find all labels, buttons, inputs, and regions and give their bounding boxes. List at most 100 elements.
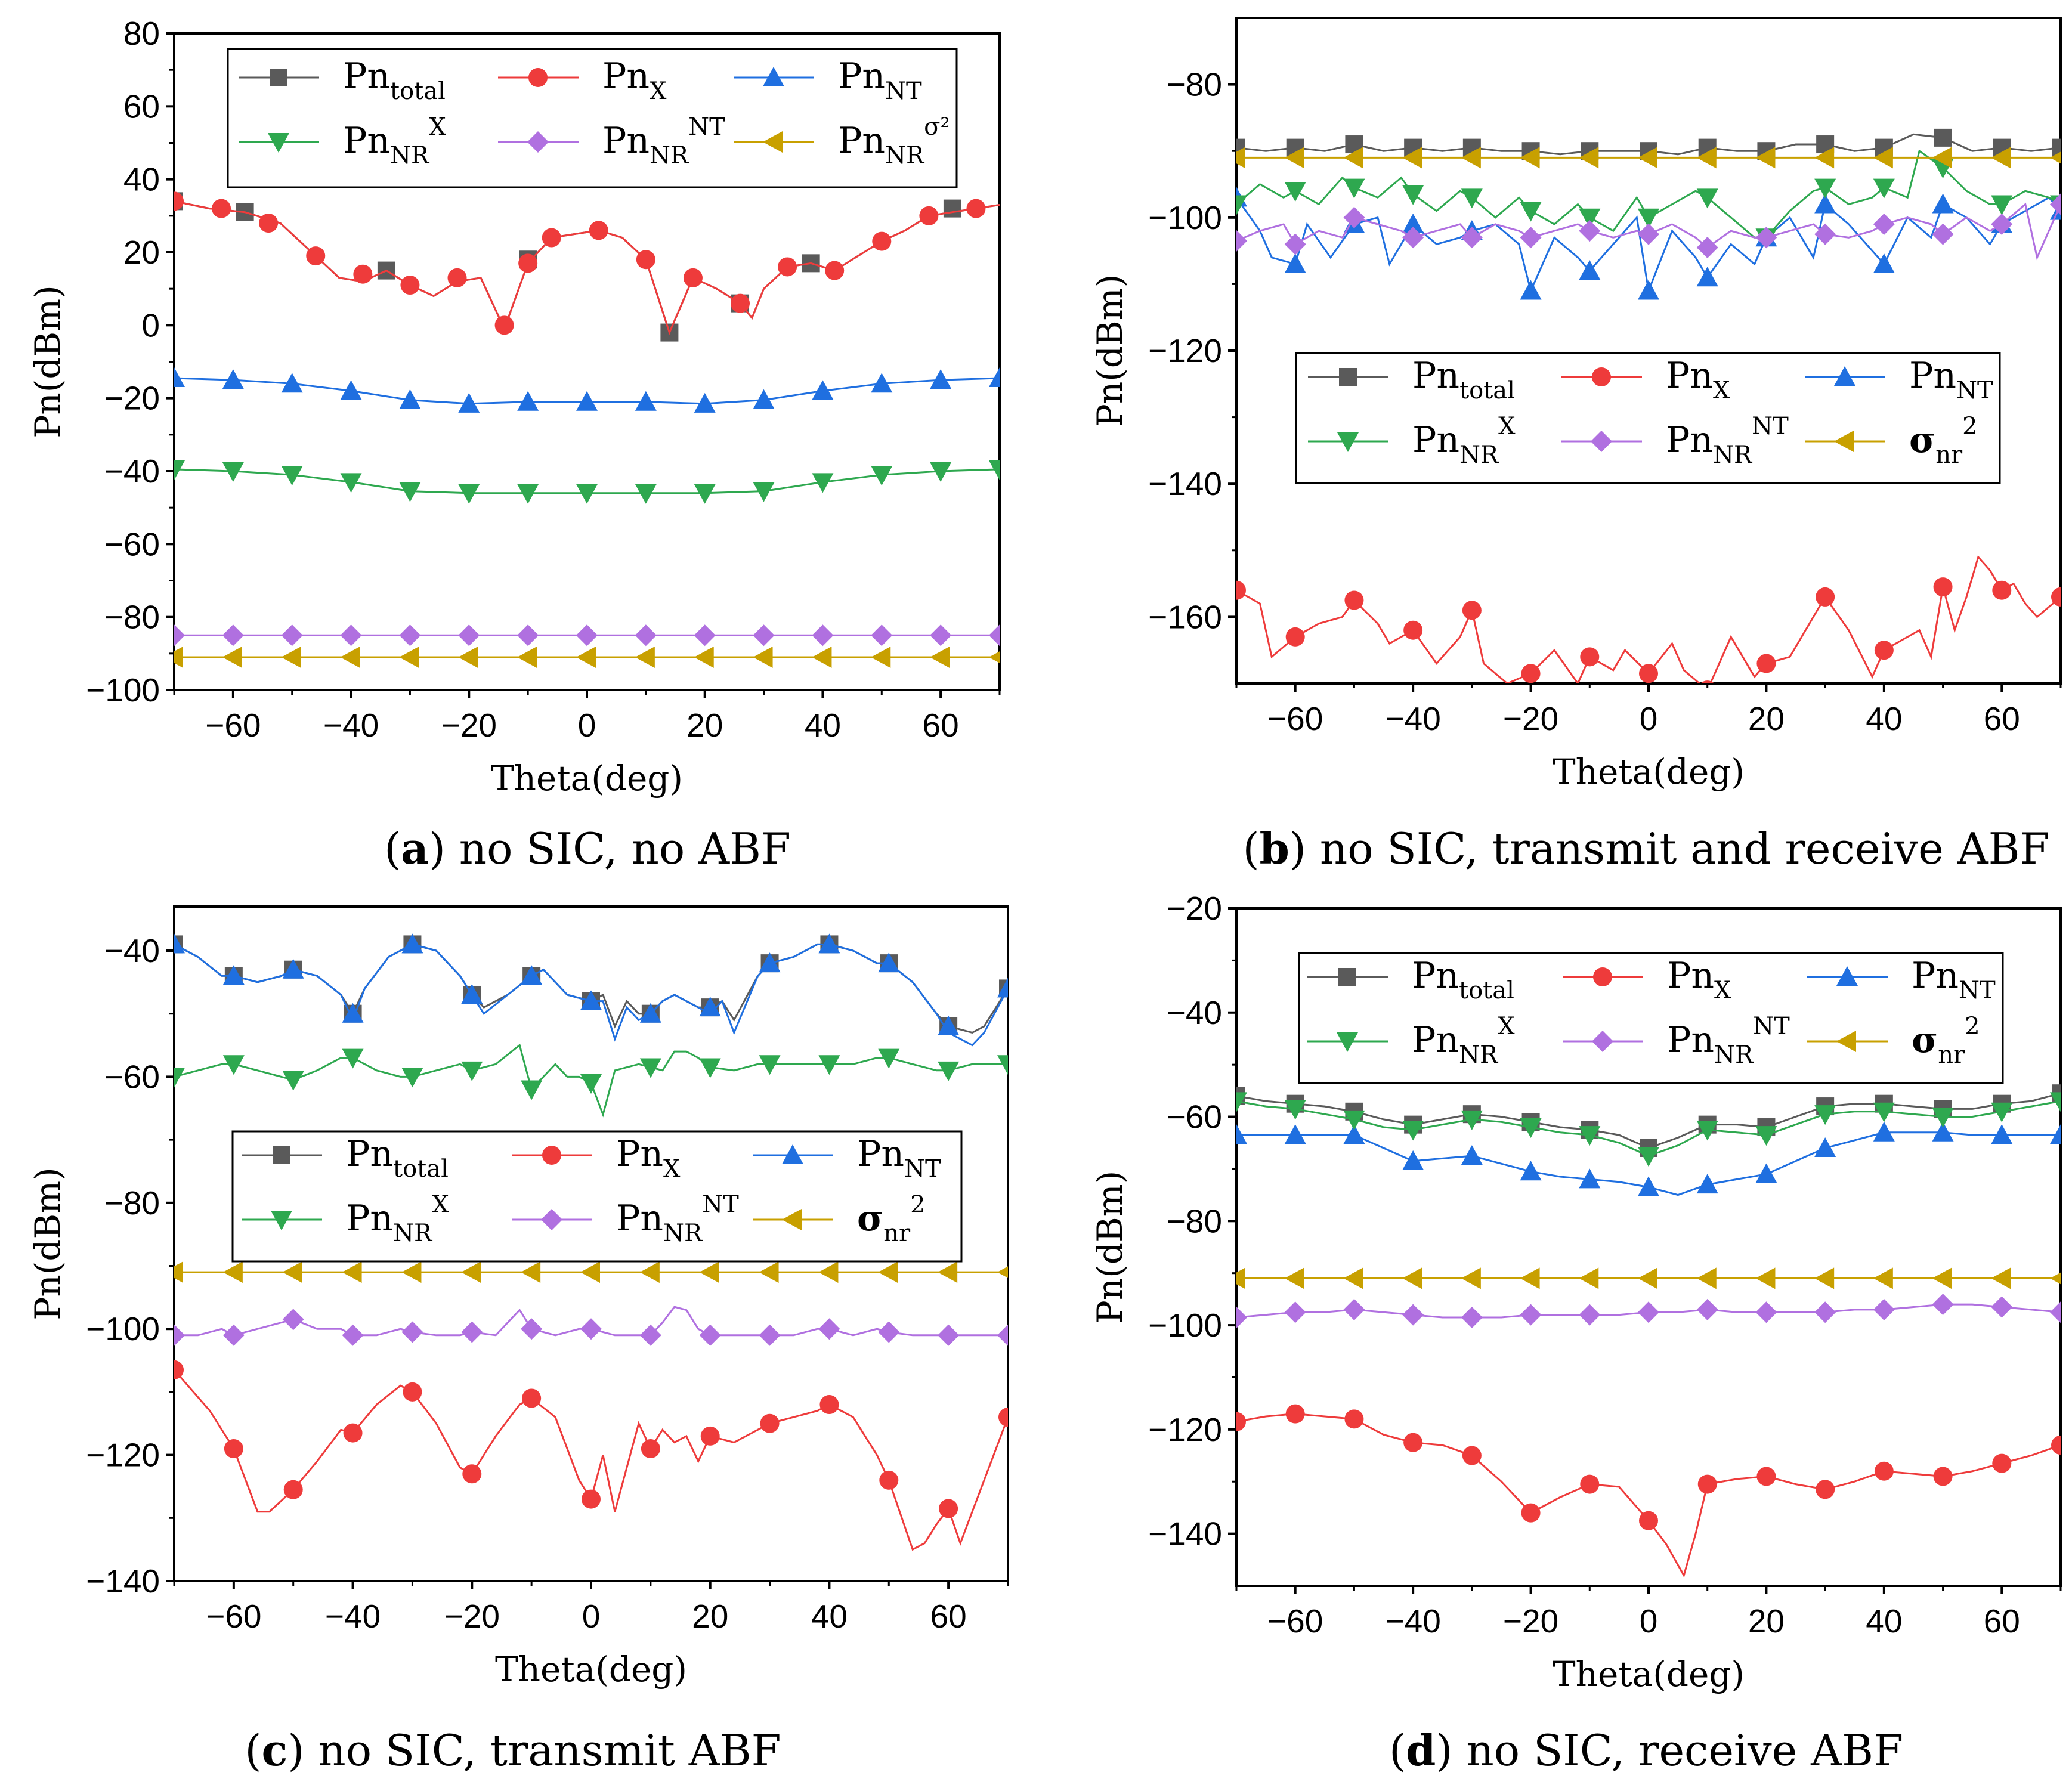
legend-marker-sigma — [1836, 1031, 1856, 1052]
legend-label-NR_X: PnNRX — [1412, 1013, 1515, 1069]
marker-NR_NT — [399, 624, 421, 647]
marker-sigma — [399, 646, 419, 668]
marker-sigma — [1402, 1267, 1422, 1289]
marker-sigma — [997, 1266, 1008, 1278]
marker-X — [1816, 587, 1835, 607]
marker-NR_NT — [818, 1318, 840, 1340]
panel-caption: (c) no SIC, transmit ABF — [245, 1725, 781, 1775]
marker-NR_NT — [1236, 1306, 1247, 1328]
y-axis-title: Pn(dBm) — [27, 1167, 68, 1320]
series-line-NT — [174, 943, 1008, 1047]
legend-marker-NR_NT — [527, 131, 549, 153]
marker-sigma — [401, 1261, 422, 1283]
caption-letter: b — [1260, 823, 1289, 874]
marker-NR_X — [997, 1055, 1008, 1075]
panel-caption: (d) no SIC, receive ABF — [1389, 1725, 1903, 1775]
marker-NR_NT — [580, 1318, 602, 1340]
marker-NR_X — [580, 1074, 602, 1094]
marker-sigma — [282, 1261, 302, 1283]
marker-NT — [1755, 1163, 1777, 1183]
marker-NT — [930, 369, 952, 389]
marker-sigma — [222, 646, 242, 668]
marker-NR_NT — [759, 1324, 781, 1346]
marker-NR_X — [753, 482, 775, 502]
marker-sigma — [517, 646, 537, 668]
legend-label-sigma: σnr2 — [1912, 1013, 1980, 1069]
marker-X — [1236, 1412, 1246, 1431]
marker-sigma — [812, 646, 832, 668]
marker-NR_X — [1343, 178, 1365, 199]
marker-NR_X — [639, 1058, 661, 1078]
y-tick-label: −80 — [1167, 66, 1222, 103]
marker-NT — [694, 392, 716, 413]
marker-sigma — [1873, 147, 1893, 169]
caption-open-paren: ( — [1242, 824, 1259, 874]
marker-NT — [576, 391, 598, 411]
legend-label-sigma: σnr2 — [857, 1191, 926, 1247]
marker-NR_X — [1638, 1147, 1659, 1167]
legend-sup: X — [1498, 413, 1516, 440]
legend-base: Pn — [1909, 355, 1956, 397]
marker-NR_X — [878, 1048, 900, 1069]
caption-text: ) no SIC, receive ABF — [1436, 1725, 1903, 1775]
legend-box — [227, 48, 958, 188]
marker-X — [224, 1439, 243, 1459]
marker-NT — [699, 997, 721, 1017]
marker-X — [518, 253, 538, 273]
legend-sup: σ² — [924, 113, 950, 141]
marker-NT — [1696, 1174, 1718, 1194]
legend-sup: X — [1498, 1013, 1515, 1040]
marker-sigma — [989, 651, 1000, 663]
legend-base: σ — [857, 1198, 883, 1239]
y-tick-label: −100 — [1148, 1307, 1222, 1344]
legend-label-X: PnX — [1667, 955, 1731, 1004]
marker-NR_NT — [1284, 233, 1306, 255]
legend-sup: NT — [688, 113, 725, 141]
x-tick-label: −60 — [1267, 700, 1323, 737]
marker-NT — [174, 367, 185, 388]
marker-NR_NT — [1991, 213, 2013, 235]
marker-X — [636, 250, 655, 270]
marker-NR_NT — [1755, 1301, 1777, 1323]
legend-marker-X — [542, 1146, 561, 1165]
x-tick-label: 60 — [1984, 1603, 2020, 1640]
legend-label-sigma: σnr2 — [1909, 413, 1978, 469]
marker-NT — [222, 369, 244, 389]
marker-NR_X — [989, 460, 1000, 480]
legend-marker-total — [1338, 968, 1356, 986]
marker-sigma — [1402, 147, 1422, 169]
marker-NR_NT — [282, 1309, 304, 1331]
marker-sigma — [1284, 1267, 1304, 1289]
marker-NR_X — [399, 482, 421, 502]
series-line-total — [174, 200, 1000, 335]
legend-marker-X — [1592, 367, 1611, 386]
x-tick-label: 20 — [692, 1598, 728, 1635]
chart-panel-b: −60 −40 −20 0 20 40 60 −160 −140 −120 −100 −80 Theta… — [1090, 17, 2062, 874]
marker-sigma — [1991, 1267, 2011, 1289]
legend-sub: NR — [1713, 441, 1753, 469]
legend-sub: NR — [1459, 441, 1499, 469]
legend-marker-total — [270, 69, 287, 86]
legend-label-NT: PnNT — [1912, 955, 1996, 1004]
series-line-X — [1236, 555, 2061, 683]
x-tick-label: −20 — [444, 1598, 500, 1635]
y-tick-label: 40 — [123, 161, 160, 198]
marker-NT — [1461, 1145, 1483, 1165]
marker-NT — [1991, 1124, 2013, 1144]
marker-NR_X — [521, 1080, 543, 1100]
legend-sub: NR — [1714, 1041, 1754, 1069]
legend-label-X: PnX — [616, 1133, 681, 1183]
x-tick-label: −60 — [1267, 1603, 1323, 1640]
legend-box — [1298, 952, 2004, 1084]
plot-area — [1236, 1084, 2061, 1578]
marker-sigma — [1579, 147, 1599, 169]
marker-NR_NT — [1520, 1304, 1542, 1326]
marker-NT — [1343, 1124, 1365, 1144]
marker-X — [582, 1489, 601, 1509]
marker-NR_X — [1932, 1108, 1954, 1128]
marker-X — [778, 257, 797, 277]
x-tick-label: −60 — [206, 1598, 261, 1635]
marker-X — [1700, 680, 1715, 683]
marker-sigma — [818, 1261, 839, 1283]
x-tick-label: 0 — [1640, 1603, 1658, 1640]
